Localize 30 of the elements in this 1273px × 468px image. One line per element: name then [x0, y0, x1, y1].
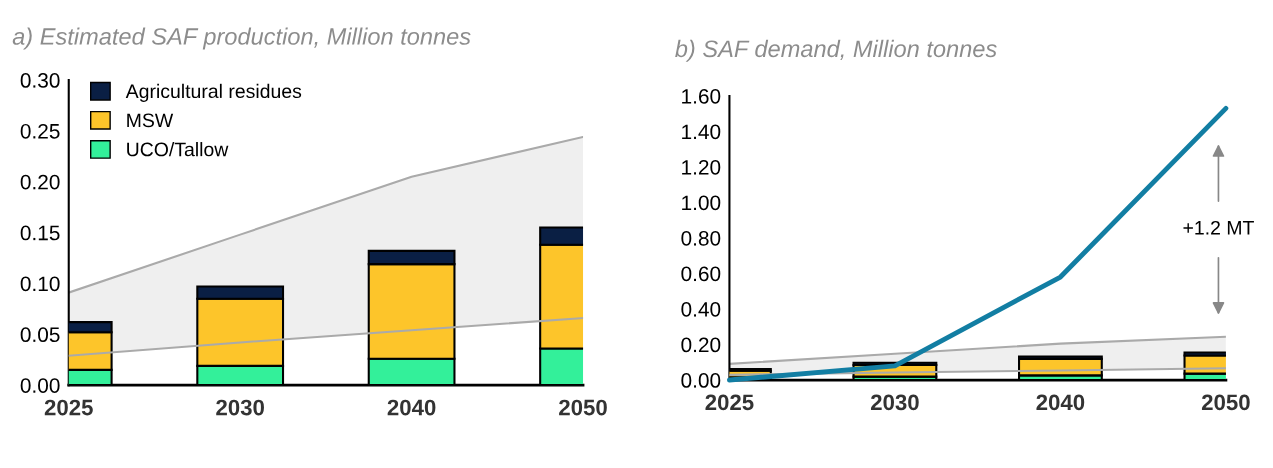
- y-tick-label: 0.25: [20, 123, 60, 139]
- y-tick-label: 1.60: [682, 88, 721, 104]
- x-tick-label: 2040: [1036, 394, 1085, 411]
- x-tick-label: 2040: [387, 399, 436, 416]
- x-tick-label: 2030: [216, 399, 264, 416]
- legend-label: UCO/Tallow: [127, 142, 229, 157]
- y-tick-label: 0.20: [20, 174, 60, 190]
- annotation: +1.2 MT: [1183, 220, 1254, 235]
- y-tick-label: 0.15: [20, 225, 60, 241]
- y-tick-label: 0.00: [20, 378, 60, 393]
- y-tick-label: 1.20: [682, 159, 721, 175]
- x-tick-label: 2030: [870, 394, 919, 411]
- x-tick-label: 2025: [44, 399, 93, 416]
- y-tick-label: 0.00: [681, 373, 721, 388]
- y-tick-label: 0.05: [20, 327, 60, 343]
- chart-title: b) SAF demand, Million tonnes: [675, 39, 997, 62]
- x-tick-label: 2050: [1201, 394, 1250, 411]
- x-tick-label: 2025: [705, 394, 754, 411]
- y-tick-label: 0.30: [20, 73, 60, 88]
- y-tick-label: 0.40: [681, 302, 721, 317]
- y-tick-label: 0.20: [681, 337, 721, 353]
- legend-label: MSW: [127, 113, 174, 128]
- y-tick-label: 0.60: [681, 266, 721, 282]
- y-tick-label: 0.80: [681, 230, 721, 246]
- y-tick-label: 1.40: [682, 124, 721, 140]
- x-tick-label: 2050: [559, 399, 607, 416]
- legend-label: Agricultural residues: [125, 83, 302, 102]
- y-tick-label: 0.10: [20, 276, 60, 292]
- y-tick-label: 1.00: [682, 195, 721, 211]
- chart-title: a) Estimated SAF production, Million tonnes: [12, 27, 471, 50]
